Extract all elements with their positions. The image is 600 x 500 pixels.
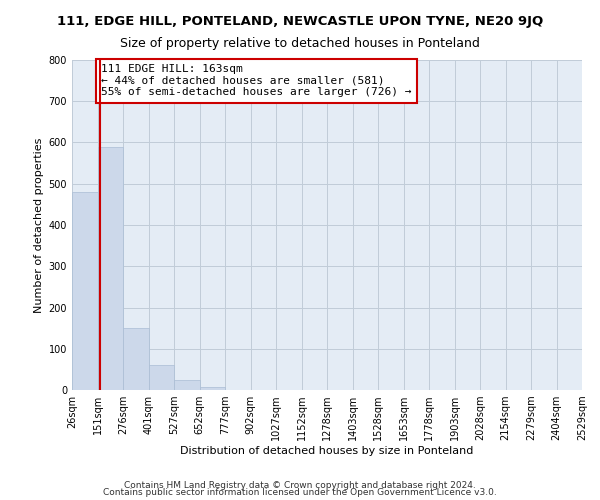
Text: Contains HM Land Registry data © Crown copyright and database right 2024.: Contains HM Land Registry data © Crown c… xyxy=(124,480,476,490)
Text: 111, EDGE HILL, PONTELAND, NEWCASTLE UPON TYNE, NE20 9JQ: 111, EDGE HILL, PONTELAND, NEWCASTLE UPO… xyxy=(57,15,543,28)
Text: Contains public sector information licensed under the Open Government Licence v3: Contains public sector information licen… xyxy=(103,488,497,497)
Bar xyxy=(97,146,123,390)
Bar xyxy=(123,328,149,390)
Bar xyxy=(72,192,97,390)
Bar xyxy=(174,380,199,390)
Text: Size of property relative to detached houses in Ponteland: Size of property relative to detached ho… xyxy=(120,38,480,51)
Text: 111 EDGE HILL: 163sqm
← 44% of detached houses are smaller (581)
55% of semi-det: 111 EDGE HILL: 163sqm ← 44% of detached … xyxy=(101,64,412,98)
Y-axis label: Number of detached properties: Number of detached properties xyxy=(34,138,44,312)
Bar xyxy=(199,386,225,390)
X-axis label: Distribution of detached houses by size in Ponteland: Distribution of detached houses by size … xyxy=(181,446,473,456)
Bar xyxy=(149,365,174,390)
